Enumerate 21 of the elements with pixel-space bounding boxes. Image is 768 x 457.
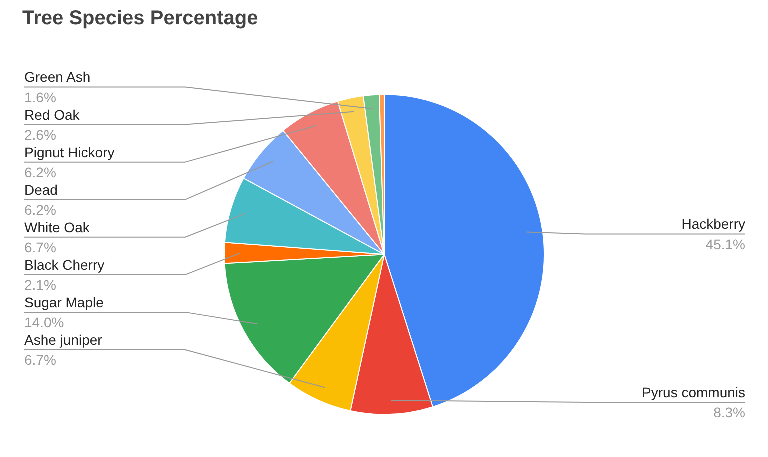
slice-label: Red Oak (24, 106, 81, 123)
data-label: 2.1% (24, 276, 56, 293)
slice-label: Pyrus communis (642, 384, 746, 401)
slice-label: Sugar Maple (24, 294, 104, 310)
slice-label: Dead (24, 182, 58, 198)
data-label: 6.2% (24, 164, 56, 180)
slice-label: Ashe juniper (24, 332, 103, 348)
slice-label: Green Ash (24, 69, 91, 86)
data-label: 14.0% (24, 314, 64, 330)
slice-label: Black Cherry (24, 256, 105, 273)
slice-label: Hackberry (682, 216, 746, 232)
slice-label: Pignut Hickory (24, 144, 115, 160)
data-label: 45.1% (706, 236, 746, 252)
data-label: 6.7% (24, 239, 56, 256)
data-label: 1.6% (24, 89, 56, 106)
chart-title: Tree Species Percentage (22, 8, 258, 30)
data-label: 6.7% (24, 352, 56, 368)
data-label: 6.2% (24, 202, 56, 218)
data-label: 2.6% (24, 126, 56, 143)
data-label: 8.3% (714, 404, 746, 421)
slice-label: White Oak (24, 219, 91, 236)
